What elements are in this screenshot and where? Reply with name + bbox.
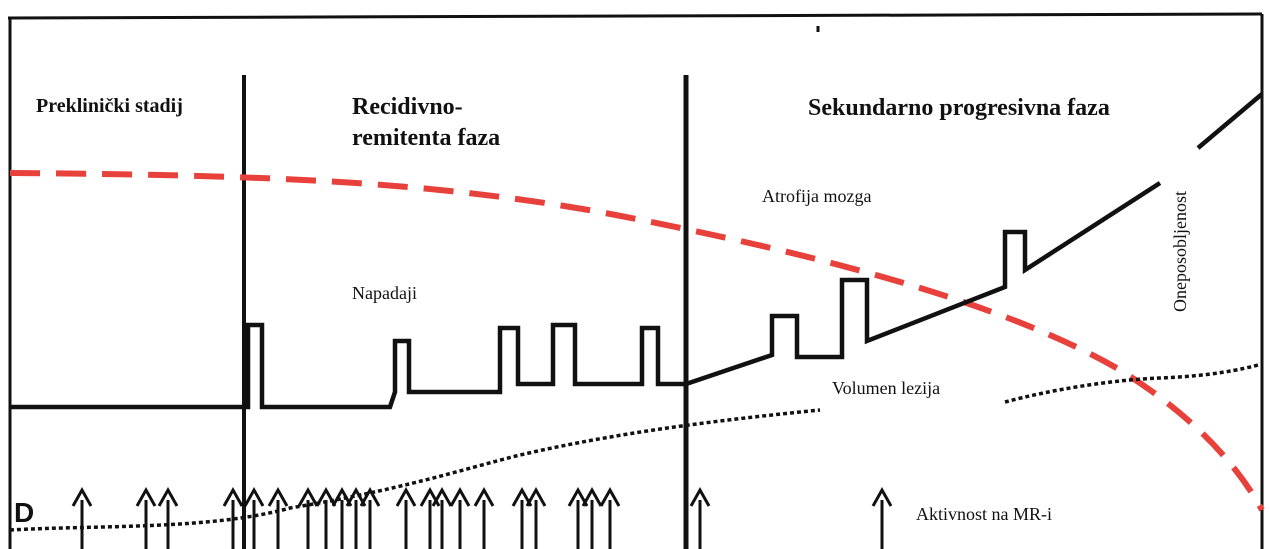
mri-activity-arrow [243, 486, 265, 549]
mri-activity-arrow [267, 486, 289, 549]
mri-activity-arrow [297, 486, 319, 549]
mri-activity-arrow [395, 486, 417, 549]
mri-activity-arrow [599, 486, 621, 549]
mri-activity-label: Aktivnost na MR-i [916, 504, 1052, 524]
mri-activity-arrow [222, 486, 244, 549]
lesion-volume-curve-right [1004, 362, 1263, 404]
frame-top-edge [7, 12, 1263, 20]
disability-label: Oneposobljenost [1170, 191, 1190, 312]
mri-activity-arrow [359, 486, 381, 549]
relapsing-phase-label-line2: remitenta faza [352, 125, 500, 151]
attacks-label: Napadaji [352, 283, 417, 303]
mri-activity-arrow [567, 486, 589, 549]
disability-line-top [1196, 92, 1264, 150]
mri-activity-arrow [689, 486, 711, 549]
mri-activity-arrow [511, 486, 533, 549]
mri-activity-arrows [71, 486, 893, 549]
brain-atrophy-curve [9, 170, 1265, 512]
mri-activity-arrow [449, 486, 471, 549]
brain-atrophy-label: Atrofija mozga [762, 186, 871, 206]
mri-activity-arrow [71, 486, 93, 549]
phase-dividers [242, 75, 689, 549]
attacks-disability-line [10, 181, 1162, 410]
lesion-volume-curve-left [9, 408, 821, 532]
secondary-phase-label: Sekundarno progresivna faza [808, 95, 1110, 121]
mri-activity-arrow [345, 486, 367, 549]
preclinical-phase-label: Preklinički stadij [36, 95, 183, 117]
frame [7, 12, 1264, 549]
mri-activity-arrow [135, 486, 157, 549]
mri-activity-arrow [473, 486, 495, 549]
mri-activity-arrow [525, 486, 547, 549]
panel-letter: D [14, 497, 34, 528]
mri-activity-arrow [331, 486, 353, 549]
mri-activity-arrow [871, 486, 893, 549]
mri-activity-arrow [431, 486, 453, 549]
lesion-volume-label: Volumen lezija [832, 378, 940, 398]
relapsing-phase-label-line1: Recidivno- [352, 94, 463, 120]
mri-activity-arrow [157, 486, 179, 549]
mri-activity-arrow [581, 486, 603, 549]
mri-activity-arrow [315, 486, 337, 549]
